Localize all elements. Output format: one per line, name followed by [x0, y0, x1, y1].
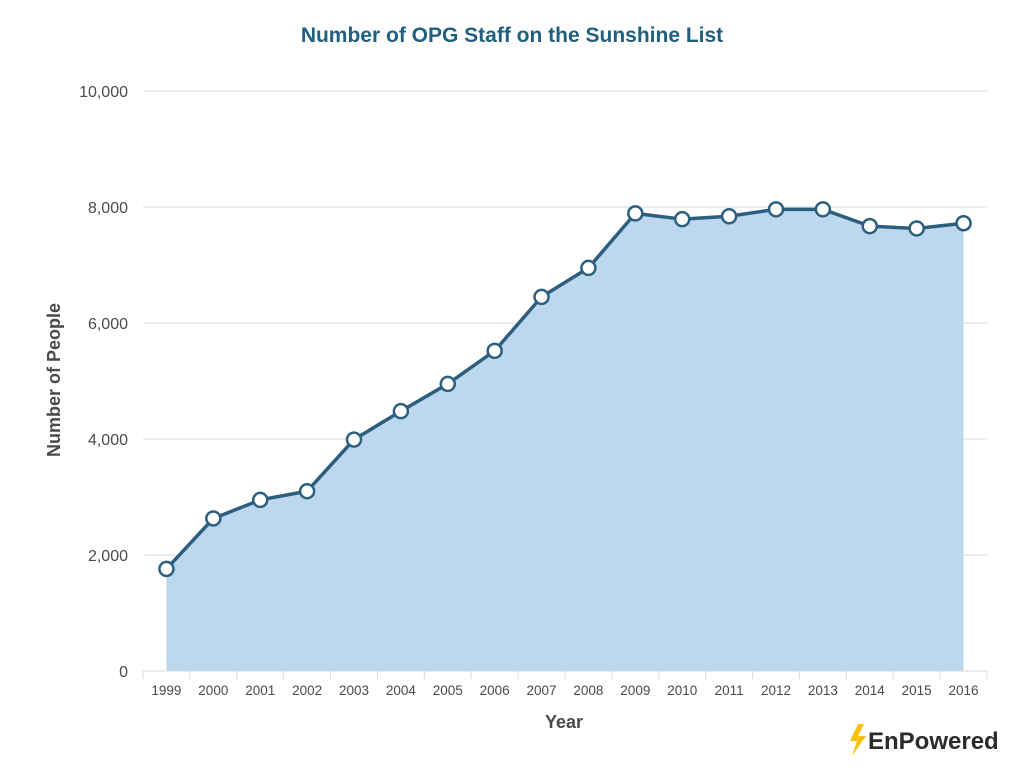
- data-point: [908, 220, 925, 237]
- data-point: [298, 482, 316, 500]
- data-point: [580, 259, 597, 277]
- y-tick-label: 4,000: [88, 432, 128, 449]
- y-tick-label: 8,000: [88, 200, 128, 217]
- lightning-bolt-icon: [850, 724, 866, 756]
- x-axis: [142, 670, 988, 679]
- x-tick-label: 2010: [667, 683, 697, 698]
- x-tick-label: 2012: [761, 683, 791, 698]
- x-tick-label: 2003: [339, 683, 369, 698]
- data-point: [767, 201, 785, 218]
- x-tick-label: 2016: [949, 683, 979, 698]
- data-point: [627, 205, 644, 222]
- data-markers: [158, 201, 972, 578]
- x-tick-label: 2011: [715, 683, 744, 698]
- x-tick-label: 2008: [573, 683, 603, 698]
- area-fill: [166, 209, 964, 671]
- data-point: [392, 402, 410, 420]
- data-point: [345, 431, 363, 448]
- y-tick-labels: 0 2,000 4,000 6,000 8,000 10,000: [79, 84, 128, 681]
- area-fill-layer: [166, 209, 964, 671]
- x-tick-label: 2006: [480, 683, 510, 698]
- x-tick-label: 2005: [433, 683, 463, 698]
- x-tick-labels: 1999 2000 2001 2002 2003 2004 2005 2006 2007 2008…: [151, 683, 978, 698]
- x-tick-label: 2001: [245, 683, 275, 698]
- logo-text: EnPowered: [868, 728, 999, 755]
- data-point: [673, 210, 691, 228]
- x-tick-label: 2007: [527, 683, 557, 698]
- data-point: [486, 342, 503, 360]
- data-point: [205, 510, 222, 527]
- data-point: [533, 288, 550, 306]
- data-point: [861, 217, 879, 235]
- data-point: [955, 214, 972, 232]
- x-tick-label: 2014: [855, 683, 886, 698]
- x-tick-label: 2004: [386, 683, 417, 698]
- data-point: [158, 560, 175, 578]
- y-axis-label: Number of People: [44, 303, 64, 457]
- chart-title: Number of OPG Staff on the Sunshine List: [301, 24, 723, 47]
- data-point: [720, 208, 738, 225]
- x-tick-label: 1999: [151, 683, 181, 698]
- data-point: [814, 201, 832, 218]
- brand-logo: EnPowered: [850, 724, 999, 756]
- x-tick-label: 2015: [902, 683, 932, 698]
- x-axis-label: Year: [545, 712, 583, 732]
- x-tick-label: 2000: [198, 683, 228, 698]
- x-tick-label: 2009: [620, 683, 650, 698]
- y-tick-label: 0: [119, 664, 128, 681]
- x-tick-label: 2002: [292, 683, 322, 698]
- x-tick-label: 2013: [808, 683, 838, 698]
- y-tick-label: 2,000: [88, 548, 128, 565]
- data-point: [439, 375, 457, 393]
- data-point: [251, 491, 269, 509]
- y-tick-label: 6,000: [88, 316, 128, 333]
- y-tick-label: 10,000: [79, 84, 128, 101]
